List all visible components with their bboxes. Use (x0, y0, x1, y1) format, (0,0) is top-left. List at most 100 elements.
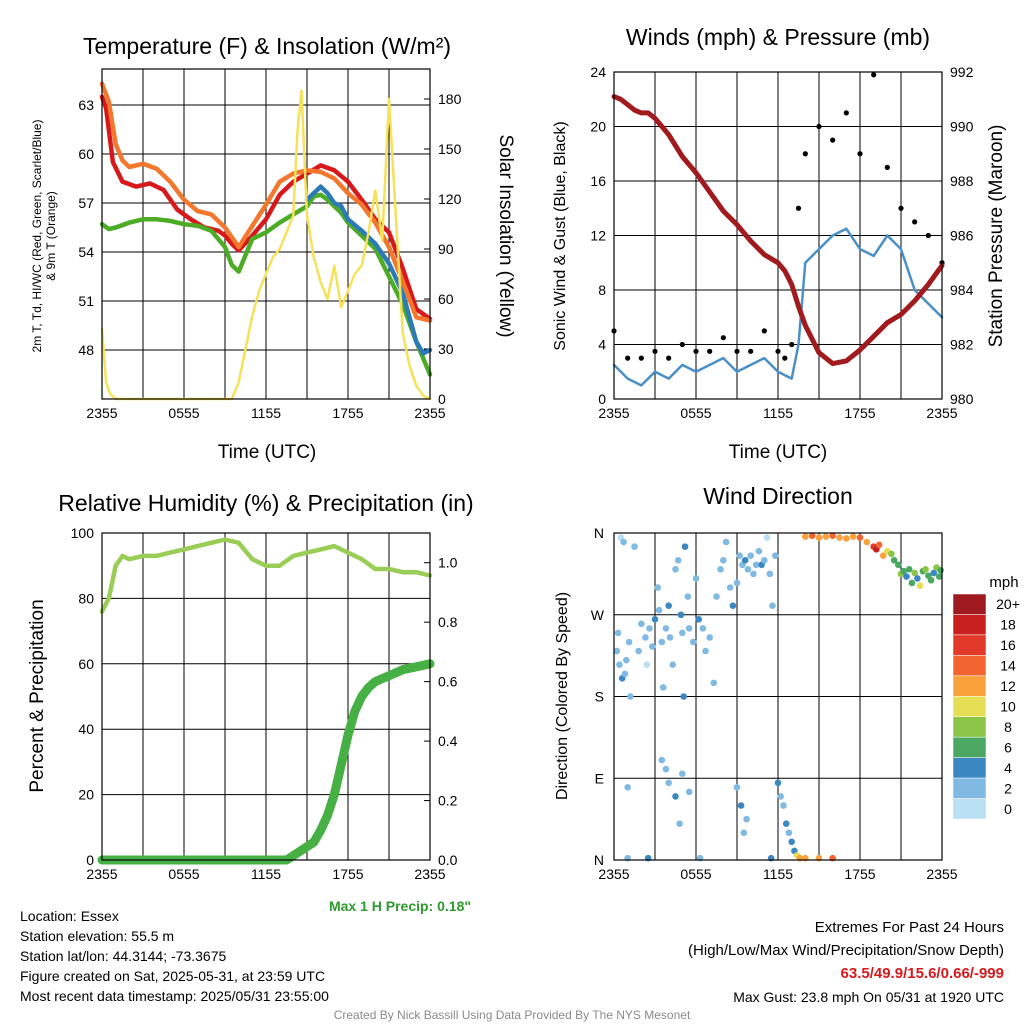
direction-point (720, 556, 727, 564)
x-tick-label: 2355 (926, 866, 957, 882)
y-tick-label: 20 (590, 119, 606, 135)
direction-point (863, 538, 871, 546)
direction-point (763, 534, 771, 541)
direction-point (672, 566, 679, 573)
direction-ylabel-left: Direction (Colored By Speed) (554, 592, 571, 800)
direction-point (774, 779, 782, 787)
series-dewpoint (99, 192, 433, 377)
direction-point (655, 606, 663, 614)
gust-point (857, 151, 863, 157)
y-tick-label: 982 (950, 337, 974, 353)
direction-point (769, 602, 776, 609)
direction-point (849, 533, 857, 540)
direction-point (780, 802, 787, 809)
direction-point (646, 625, 653, 632)
x-tick-label: 1755 (332, 866, 363, 882)
direction-point (916, 582, 924, 589)
gust-point (666, 355, 672, 361)
y-tick-label: 0 (438, 391, 446, 407)
colorbar-label: 20+ (996, 596, 1020, 612)
y-tick-label: 0.8 (438, 614, 458, 630)
colorbar-label: 0 (1004, 801, 1012, 817)
y-tick-label: 60 (438, 291, 454, 307)
direction-point (658, 638, 666, 646)
x-tick-label: 2355 (414, 405, 445, 421)
direction-point (894, 561, 902, 569)
colorbar-label: 10 (1000, 699, 1016, 715)
y-tick-label: 90 (438, 241, 454, 257)
direction-point (620, 538, 627, 546)
x-tick-label: 0555 (168, 866, 199, 882)
direction-point (658, 756, 666, 764)
y-tick-label: N (594, 852, 604, 868)
direction-point (713, 593, 720, 600)
x-tick-label: 1755 (332, 405, 363, 421)
y-tick-label: 16 (590, 173, 606, 189)
direction-point (733, 784, 741, 791)
x-tick-label: 2355 (598, 405, 629, 421)
temperature-ylabel-left-line1: 2m T, Td, HI/WC (Red, Green, Scarlet/Blu… (30, 120, 44, 353)
direction-point (750, 570, 757, 578)
direction-point (623, 656, 630, 664)
direction-point (829, 532, 836, 540)
x-tick-label: 1155 (763, 405, 793, 421)
location-text: Location: Essex (20, 908, 119, 924)
y-tick-label: S (595, 689, 604, 705)
x-tick-label: 1155 (251, 405, 281, 421)
gust-point (652, 348, 658, 354)
colorbar-swatch (952, 798, 987, 820)
winds-ylabel-left: Sonic Wind & Gust (Blue, Black) (552, 121, 569, 350)
winds-title: Winds (mph) & Pressure (mb) (626, 24, 930, 50)
y-tick-label: 992 (950, 64, 974, 80)
y-tick-label: 1.0 (438, 555, 458, 571)
direction-point (736, 552, 744, 560)
x-tick-label: 1155 (763, 866, 793, 882)
direction-point (747, 552, 754, 560)
y-tick-label: 60 (78, 146, 94, 162)
y-tick-label: 0.2 (438, 793, 458, 809)
colorbar-label: 18 (1000, 617, 1016, 633)
direction-point (613, 647, 621, 655)
y-tick-label: 0 (598, 391, 606, 407)
gust-point (816, 123, 822, 130)
winds-ylabel-right: Station Pressure (Maroon) (986, 125, 1007, 348)
direction-point (788, 838, 795, 846)
direction-point (651, 615, 659, 623)
direction-point (752, 561, 760, 569)
colorbar-label: 12 (1000, 678, 1016, 694)
direction-point (922, 566, 929, 573)
direction-point (638, 620, 645, 628)
x-tick-label: 2355 (86, 866, 117, 882)
y-tick-label: 40 (78, 721, 94, 737)
direction-point (684, 593, 692, 600)
direction-point (900, 567, 908, 575)
y-tick-label: 100 (71, 525, 95, 541)
direction-point (679, 770, 686, 778)
x-tick-label: 2355 (926, 405, 957, 421)
y-tick-label: 48 (78, 342, 94, 358)
y-tick-label: 54 (78, 244, 94, 260)
temperature-panel: Temperature (F) & Insolation (W/m²) 2355… (30, 33, 516, 463)
colorbar-label: 4 (1004, 760, 1012, 776)
direction-point (722, 538, 730, 546)
direction-point (654, 584, 662, 591)
humidity-panel: Relative Humidity (%) & Precipitation (i… (27, 490, 474, 914)
colorbar-label: 16 (1000, 637, 1016, 653)
direction-point (679, 629, 686, 637)
gust-point (761, 328, 767, 334)
max-precip-note: Max 1 H Precip: 0.18" (329, 898, 471, 914)
y-tick-label: 24 (590, 64, 606, 80)
direction-point (911, 569, 918, 577)
y-tick-label: 984 (950, 282, 974, 298)
gust-point (775, 348, 781, 354)
y-tick-label: 990 (950, 119, 974, 135)
x-tick-label: 0555 (680, 405, 711, 421)
temperature-ylabel-right: Solar Insolation (Yellow) (495, 134, 516, 337)
direction-point (903, 573, 910, 580)
credit-text: Created By Nick Bassill Using Data Provi… (333, 1008, 691, 1022)
direction-point (771, 552, 779, 560)
x-tick-label: 2355 (598, 866, 629, 882)
y-tick-label: N (594, 525, 604, 541)
y-tick-label: 20 (78, 787, 94, 803)
direction-point (822, 533, 830, 540)
